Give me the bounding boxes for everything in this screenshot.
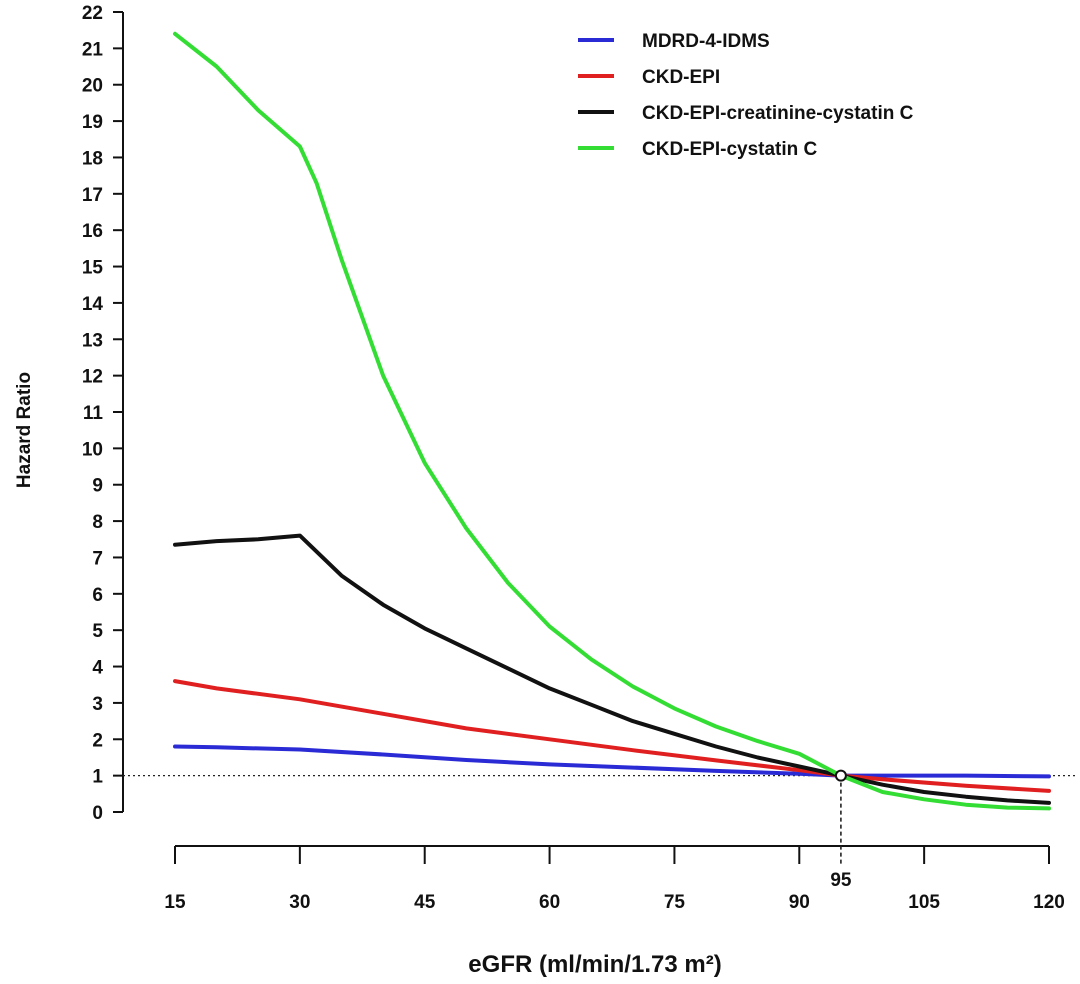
- y-tick-label: 21: [82, 39, 104, 60]
- x-tick-label: 75: [664, 892, 686, 913]
- y-tick-label: 1: [92, 767, 103, 788]
- y-tick-label: 19: [82, 112, 103, 133]
- y-tick-label: 8: [92, 512, 103, 533]
- reference-point-marker: [834, 769, 847, 782]
- series-line-1: [173, 744, 1051, 779]
- series-line-3: [173, 533, 1051, 805]
- y-tick-label: 2: [92, 730, 103, 751]
- y-axis-title: Hazard Ratio: [14, 372, 35, 488]
- x-tick-label: 30: [289, 892, 310, 913]
- y-tick-label: 14: [82, 294, 104, 315]
- x-tick-label: 60: [539, 892, 560, 913]
- x-axis: 15 30 45 60 75 90 105 120: [164, 845, 1065, 913]
- legend-label: CKD-EPI-creatinine-cystatin C: [642, 103, 914, 124]
- y-tick-label: 3: [92, 694, 103, 715]
- y-tick-label: 10: [82, 439, 103, 460]
- legend: MDRD-4-IDMS CKD-EPI CKD-EPI-creatinine-cys…: [578, 31, 914, 160]
- y-tick-label: 20: [82, 76, 103, 97]
- y-tick-label: 16: [82, 221, 103, 242]
- y-tick-label: 22: [82, 3, 103, 24]
- x-tick-label: 45: [414, 892, 436, 913]
- y-tick-label: 9: [92, 476, 103, 497]
- reference-point-label: 95: [830, 870, 852, 891]
- legend-label: CKD-EPI: [642, 67, 720, 88]
- x-tick-label: 120: [1033, 892, 1065, 913]
- y-tick-label: 11: [83, 403, 104, 424]
- y-tick-label: 13: [82, 330, 103, 351]
- reference-point-layer: 95: [830, 769, 852, 891]
- x-tick-label: 105: [908, 892, 940, 913]
- x-tick-label: 15: [164, 892, 186, 913]
- x-axis-title: eGFR (ml/min/1.73 m²): [468, 951, 721, 978]
- y-tick-label: 6: [92, 585, 103, 606]
- y-tick-label: 12: [82, 367, 103, 388]
- y-tick-label: 18: [82, 148, 103, 169]
- legend-label: CKD-EPI-cystatin C: [642, 139, 818, 160]
- series-layer: [173, 31, 1051, 811]
- y-tick-label: 15: [82, 258, 104, 279]
- y-tick-label: 4: [92, 658, 103, 679]
- series-line-4: [173, 31, 1051, 811]
- reference-lines: [123, 775, 1078, 864]
- y-tick-label: 7: [92, 548, 103, 569]
- y-tick-label: 5: [92, 621, 103, 642]
- y-tick-label: 17: [82, 185, 103, 206]
- x-tick-label: 90: [789, 892, 810, 913]
- legend-label: MDRD-4-IDMS: [642, 31, 770, 52]
- series-line-2: [173, 679, 1051, 793]
- y-tick-label: 0: [92, 803, 103, 824]
